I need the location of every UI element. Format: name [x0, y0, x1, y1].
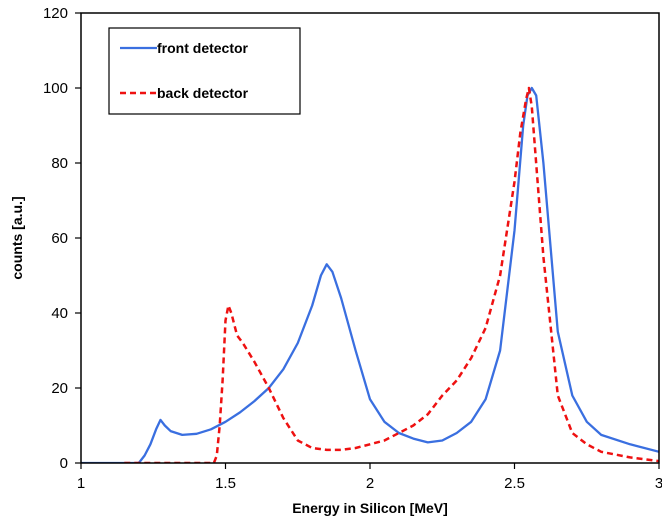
y-tick-label: 60 [51, 230, 68, 247]
plot-area [81, 86, 659, 463]
y-axis-title: counts [a.u.] [9, 196, 25, 279]
series-line-back-detector [124, 86, 659, 463]
y-tick-label: 20 [51, 380, 68, 397]
x-tick-label: 3 [655, 475, 662, 492]
y-axis: 0 20 40 60 80 100 120 [43, 5, 81, 472]
legend: front detector back detector [108, 27, 301, 115]
y-tick-label: 100 [43, 80, 68, 97]
x-axis: 1 1.5 2 2.5 3 [77, 463, 662, 492]
legend-label-front-detector: front detector [157, 40, 249, 56]
legend-label-back-detector: back detector [157, 85, 249, 101]
y-tick-label: 120 [43, 5, 68, 22]
x-tick-label: 1 [77, 475, 85, 492]
y-tick-label: 80 [51, 155, 68, 172]
x-tick-label: 2.5 [504, 475, 525, 492]
series-line-front-detector [81, 86, 659, 463]
legend-box [108, 27, 301, 115]
y-tick-label: 40 [51, 305, 68, 322]
x-tick-label: 1.5 [215, 475, 236, 492]
x-tick-label: 2 [366, 475, 374, 492]
y-tick-label: 0 [60, 455, 68, 472]
x-axis-title: Energy in Silicon [MeV] [292, 500, 448, 516]
